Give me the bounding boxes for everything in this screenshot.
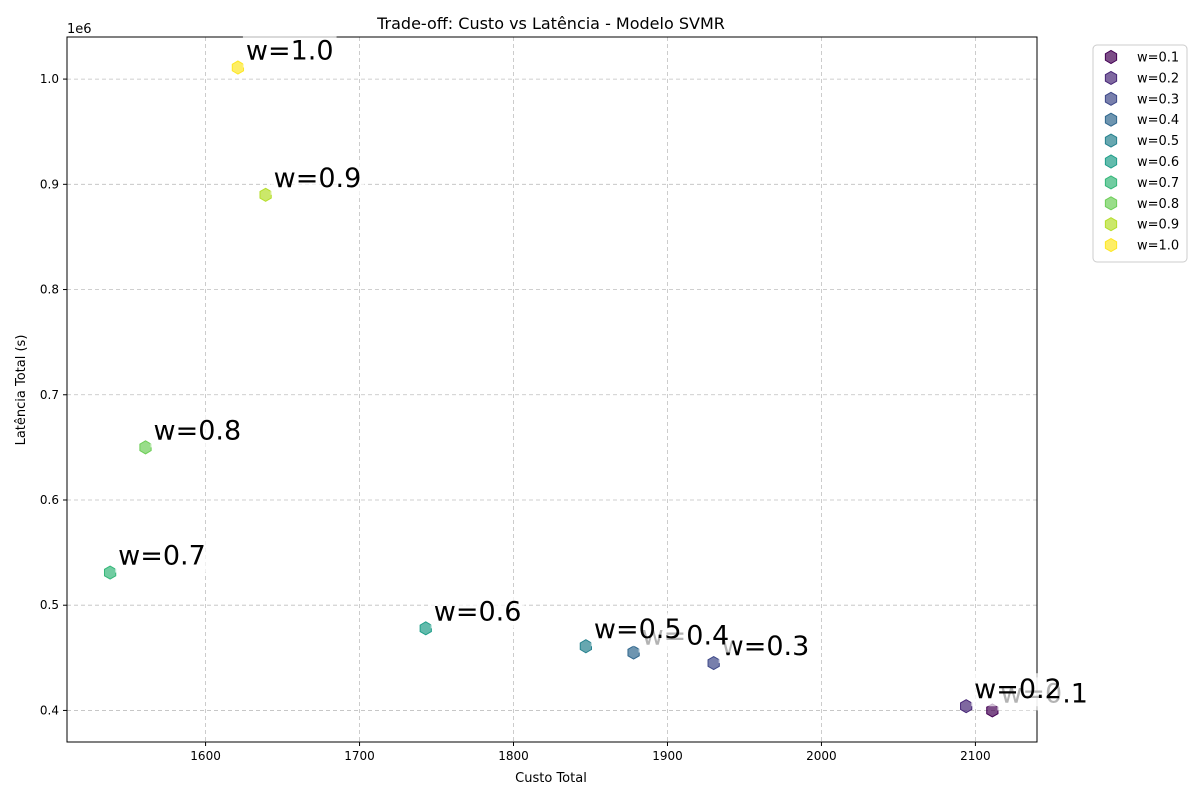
point-label-background [270,161,365,195]
point-label-background [718,630,813,664]
legend-label: w=0.2 [1137,71,1179,86]
x-tick-label: 1600 [190,749,221,763]
x-axis-label: Custo Total [515,771,587,786]
data-point [259,187,272,202]
y-tick-label: 0.8 [40,283,59,297]
point-label-group: w=0.8 [150,414,245,448]
y-axis-offset-label: 1e6 [67,22,92,37]
legend-label: w=0.7 [1137,176,1179,191]
legend-label: w=1.0 [1137,239,1179,254]
point-label-group: w=0.3 [718,630,813,664]
y-tick-label: 0.5 [40,598,59,612]
y-axis-label: Latência Total (s) [14,335,29,446]
grid [67,37,1037,742]
legend-label: w=0.6 [1137,155,1179,170]
x-tick-label: 1800 [498,749,529,763]
y-tick-label: 0.6 [40,493,59,507]
x-tick-label: 1700 [344,749,375,763]
data-points [103,60,999,718]
legend-marker [1104,196,1118,211]
point-label-background [430,595,525,629]
data-point [231,60,245,75]
legend-label: w=0.8 [1137,197,1179,212]
point-label: w=0.6 [434,596,522,627]
legend-marker [1104,175,1118,190]
point-label-background [242,34,337,68]
plot-frame [66,36,1038,743]
x-tick-label: 1900 [652,749,683,763]
x-tick-label: 2100 [960,749,991,763]
x-tick-label: 2000 [806,749,837,763]
point-label-group: w=0.5 [590,613,685,647]
axes: 1600 1700 1800 1900 2000 2100 0.4 0.5 0.6 0.7 0.8 0… [40,36,1038,763]
point-label: w=0.5 [594,614,682,645]
point-label-group: w=0.7 [115,539,209,573]
point-label-group: w=0.9 [270,161,365,195]
legend-marker [1104,91,1118,106]
legend-label: w=0.9 [1137,218,1179,233]
legend-label: w=0.1 [1137,51,1179,66]
legend-marker [1104,238,1118,253]
point-label: w=0.8 [154,415,242,446]
point-label-group: w=1.0 [242,34,337,68]
legend-marker [1104,154,1118,169]
data-point [579,639,592,654]
data-point [139,440,152,455]
legend-label: w=0.3 [1137,92,1179,107]
y-tick-label: 0.4 [40,703,59,717]
data-point [960,699,973,714]
point-label-background [590,613,685,647]
point-label: w=1.0 [246,36,334,67]
point-label-background [150,414,245,448]
y-tick-label: 1.0 [40,72,59,86]
legend-marker [1104,49,1118,65]
point-label: w=0.2 [974,674,1062,705]
data-point [419,621,432,636]
y-tick-label: 0.7 [40,388,59,402]
point-label: w=0.7 [118,541,206,572]
legend-marker [1104,217,1118,232]
legend-marker [1104,112,1118,127]
point-label-group: w=0.2 [971,673,1065,707]
point-label-background [971,673,1065,707]
point-label: w=0.9 [274,163,362,194]
point-label: w=0.3 [722,631,810,662]
data-point [707,656,720,671]
legend-label: w=0.4 [1137,113,1179,128]
point-label-background [115,539,209,573]
legend-marker [1104,133,1118,148]
legend-label: w=0.5 [1137,134,1179,149]
data-point [103,565,117,580]
y-tick-label: 0.9 [40,177,59,191]
legend-marker [1104,70,1118,85]
chart-title: Trade-off: Custo vs Latência - Modelo SV… [376,14,725,33]
data-point [627,645,640,660]
point-labels: w=0.1w=0.2w=0.3w=0.4w=0.5w=0.6w=0.7w=0.8… [115,34,1092,711]
point-label-group: w=0.6 [430,595,525,629]
legend: w=0.1 w=0.2 w=0.3 w=0.4 w=0.5 w=0.6 w=0.7 w=0.8… [1092,44,1188,263]
